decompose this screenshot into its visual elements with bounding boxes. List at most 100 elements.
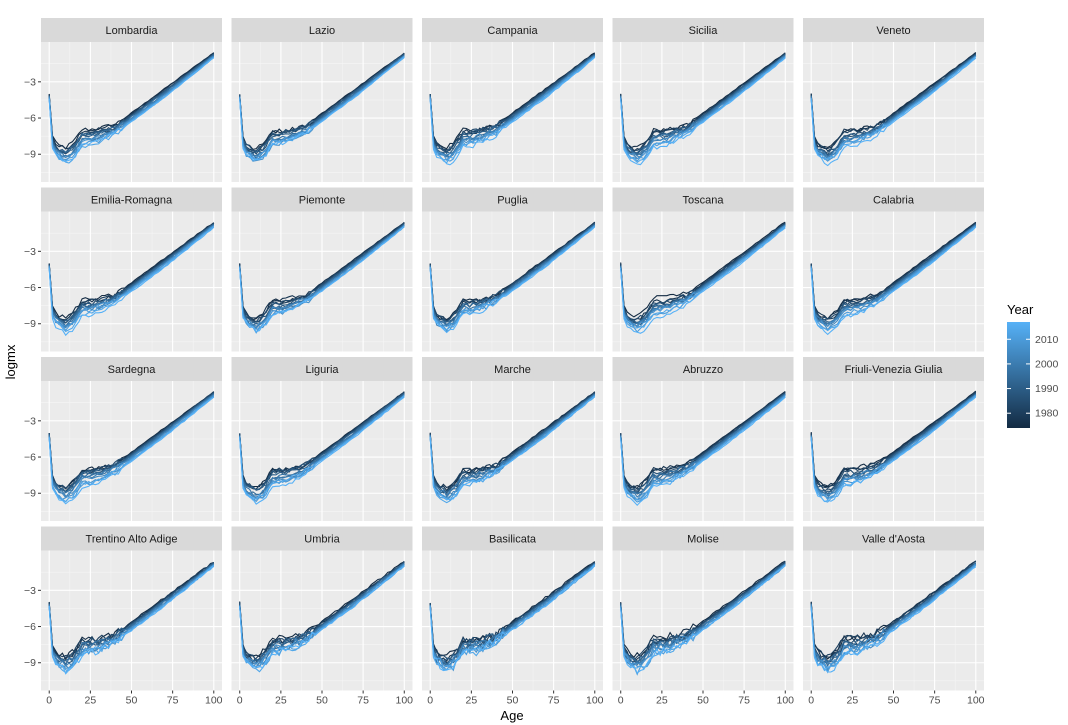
x-axis-title: Age (500, 708, 523, 723)
strip-background (803, 187, 984, 212)
x-tick-label: 0 (46, 695, 52, 707)
year-series-line (810, 223, 977, 321)
year-series-line (429, 54, 596, 155)
strip-label: Toscana (683, 195, 725, 207)
year-series-line (429, 395, 596, 501)
y-tick-label: −3 (24, 76, 36, 88)
strip-label: Liguria (305, 364, 339, 376)
strip-label: Trentino Alto Adige (86, 534, 178, 546)
year-series-line (620, 395, 786, 501)
strip-label: Marche (494, 364, 531, 376)
facet-panel: Valle d'Aosta 0 25 50 75 100 (803, 526, 985, 707)
year-series-line (239, 395, 405, 501)
series-group (239, 391, 405, 505)
series-group (810, 51, 977, 167)
x-tick-label: 50 (507, 695, 519, 707)
facet-panel: Toscana (612, 187, 794, 352)
strip-background (612, 357, 794, 381)
strip-background (612, 18, 794, 42)
x-tick-label: 25 (656, 695, 668, 707)
facet-panel: Lombardia −3 −6 −9 (24, 18, 222, 182)
year-series-line (429, 393, 596, 498)
x-tick-label: 100 (967, 695, 985, 707)
strip-background (803, 18, 984, 42)
series-group (429, 52, 596, 166)
legend-break-label: 1980 (1035, 408, 1059, 420)
y-tick-label: −6 (24, 282, 36, 294)
year-series-line (620, 560, 786, 659)
y-tick-label: −3 (24, 585, 36, 597)
strip-label: Lazio (309, 25, 335, 37)
strip-background (231, 357, 413, 381)
x-tick-label: 100 (586, 695, 604, 707)
year-series-line (620, 564, 786, 674)
x-tick-label: 75 (929, 695, 941, 707)
year-series-line (810, 396, 977, 503)
x-tick-label: 75 (548, 695, 560, 707)
y-tick-label: −9 (24, 657, 36, 669)
year-series-line (48, 396, 215, 503)
year-series-line (48, 396, 215, 505)
year-series-line (810, 226, 977, 331)
legend-break-label: 1990 (1035, 383, 1059, 395)
x-tick-label: 25 (275, 695, 287, 707)
strip-background (41, 357, 222, 381)
facet-panel: Friuli-Venezia Giulia (803, 357, 984, 521)
facet-panel: Trentino Alto Adige −3 −6 −9 0 25 50 75 100 (24, 526, 223, 707)
strip-background (422, 526, 603, 551)
strip-background (612, 526, 794, 551)
year-series-line (620, 52, 786, 151)
x-tick-label: 25 (847, 695, 859, 707)
year-series-line (620, 57, 786, 166)
year-series-line (810, 564, 977, 665)
series-group (239, 221, 405, 334)
year-series-line (810, 224, 977, 326)
legend-title: Year (1007, 302, 1034, 317)
year-series-line (48, 225, 215, 332)
year-series-line (48, 226, 215, 337)
year-series-line (810, 226, 977, 336)
strip-label: Campania (487, 25, 538, 37)
legend-colorbar (1007, 322, 1030, 428)
x-tick-label: 0 (618, 695, 624, 707)
series-group (620, 221, 786, 334)
year-series-line (48, 55, 215, 158)
year-series-line (48, 224, 215, 328)
series-group (620, 391, 786, 507)
legend-break-label: 2000 (1035, 358, 1059, 370)
legend-ticks: 2010 2000 1990 1980 (1007, 334, 1059, 420)
y-tick-label: −3 (24, 246, 36, 258)
x-tick-label: 0 (808, 695, 814, 707)
strip-label: Basilicata (489, 534, 537, 546)
facet-panel: Emilia-Romagna −3 −6 −9 (24, 187, 222, 352)
series-group (239, 560, 405, 673)
year-series-line (620, 54, 786, 156)
year-series-line (48, 563, 215, 662)
strip-background (231, 18, 413, 42)
year-series-line (239, 392, 405, 491)
legend: Year 2010 2000 1990 1980 (1007, 302, 1059, 428)
year-series-line (429, 563, 596, 670)
x-tick-label: 25 (466, 695, 478, 707)
year-series-line (620, 561, 786, 661)
y-tick-label: −9 (24, 149, 36, 161)
strip-background (41, 187, 222, 212)
year-series-line (810, 394, 977, 501)
strip-background (803, 526, 984, 551)
year-series-line (620, 55, 786, 158)
series-group (48, 52, 215, 164)
year-series-line (48, 226, 215, 333)
x-tick-label: 0 (427, 695, 433, 707)
series-group (239, 52, 405, 162)
facet-panel: Campania (422, 18, 603, 182)
y-axis-title: logmx (3, 344, 18, 379)
year-series-line (239, 226, 405, 333)
year-series-line (239, 222, 405, 323)
strip-label: Sicilia (689, 25, 719, 37)
strip-label: Valle d'Aosta (862, 534, 926, 546)
year-series-line (810, 566, 977, 673)
year-series-line (620, 227, 786, 334)
strip-label: Abruzzo (683, 364, 723, 376)
year-series-line (429, 392, 596, 489)
